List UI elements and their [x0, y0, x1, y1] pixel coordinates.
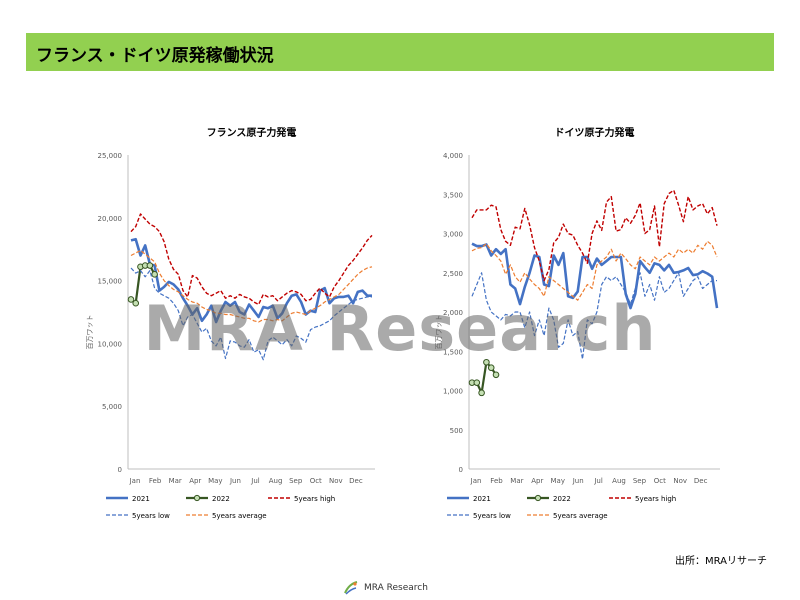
mra-logo-icon [344, 581, 358, 595]
source-note: 出所：MRAリサーチ [674, 556, 767, 567]
x-tick-label: Aug [612, 477, 626, 485]
y-tick-label: 2,000 [443, 309, 463, 317]
y-tick-label: 25,000 [98, 152, 123, 160]
legend-label: 5years high [294, 495, 335, 503]
legend-label: 5years low [473, 512, 511, 520]
series-line-5years-high [130, 213, 373, 306]
legend-label: 2022 [553, 495, 571, 503]
series-line-5years-low [130, 267, 372, 361]
x-tick-label: Oct [310, 477, 322, 485]
x-tick-label: Jan [129, 477, 141, 485]
legend-marker [193, 494, 201, 502]
x-tick-label: Jul [593, 477, 603, 485]
y-tick-label: 2,500 [443, 270, 463, 278]
x-tick-label: Feb [149, 477, 162, 485]
legend-label: 5years low [132, 512, 170, 520]
series-point-2022 [151, 271, 158, 278]
x-tick-label: Apr [189, 477, 201, 485]
page-title: フランス・ドイツ原発稼働状況 [36, 46, 274, 66]
series-line-2021 [471, 242, 719, 310]
x-tick-label: Dec [694, 477, 708, 485]
y-tick-label: 10,000 [98, 340, 123, 348]
x-tick-label: Mar [169, 477, 182, 485]
logo-text: MRA Research [364, 583, 428, 593]
chart-2: ドイツ原子力発電 0 500 1,000 1,500 2,000 2,500 3,000 3,5… [435, 126, 720, 520]
legend-label: 2021 [473, 495, 491, 503]
series-line-5years-high [471, 189, 718, 282]
y-tick-label: 3,000 [443, 231, 463, 239]
y-tick-label: 1,000 [443, 388, 463, 396]
x-tick-label: Sep [289, 477, 303, 485]
x-tick-label: Dec [349, 477, 363, 485]
series-point-2022 [483, 358, 490, 366]
footer-logo: MRA Research [343, 578, 428, 598]
legend-label: 2021 [132, 495, 150, 503]
y-tick-label: 4,000 [443, 152, 463, 160]
y-tick-label: 5,000 [102, 403, 122, 411]
x-tick-label: Jan [470, 477, 482, 485]
legend-label: 2022 [212, 495, 230, 503]
x-tick-label: Jul [250, 477, 260, 485]
legend-label: 5years average [553, 512, 608, 520]
series-point-2022 [127, 296, 135, 303]
x-tick-label: Jun [572, 477, 584, 485]
series-point-2022 [492, 371, 500, 379]
series-line-5years-low [471, 272, 717, 360]
header-bar: フランス・ドイツ原発稼働状況 [26, 33, 774, 71]
series-line-2021 [130, 237, 372, 324]
y-axis-label: 百万ワット [86, 315, 94, 350]
x-tick-label: Nov [329, 477, 343, 485]
series-line-5years-average [130, 249, 373, 323]
x-tick-label: Aug [269, 477, 283, 485]
y-tick-label: 500 [450, 427, 463, 435]
series-point-2022 [478, 389, 485, 397]
legend-label: 5years high [635, 495, 676, 503]
chart-1: フランス原子力発電 0 5,000 10,000 15,000 20,000 25,000 百… [86, 126, 375, 520]
x-tick-label: Feb [490, 477, 503, 485]
chart-title: フランス原子力発電 [207, 126, 297, 139]
legend-label: 5years average [212, 512, 267, 520]
y-axis-label: 百万ワット [435, 315, 443, 350]
x-tick-label: Jun [229, 477, 241, 485]
x-tick-label: May [551, 477, 565, 485]
y-tick-label: 3,500 [443, 191, 463, 199]
x-tick-label: May [208, 477, 222, 485]
series-point-2022 [487, 364, 495, 372]
x-tick-label: Oct [654, 477, 666, 485]
series-point-2022 [146, 262, 154, 269]
y-tick-label: 15,000 [98, 278, 123, 286]
x-tick-label: Apr [531, 477, 543, 485]
x-tick-label: Sep [633, 477, 647, 485]
series-point-2022 [473, 379, 481, 386]
series-point-2022 [132, 299, 140, 307]
series-line-2022 [130, 264, 156, 305]
chart-title: ドイツ原子力発電 [555, 126, 635, 139]
y-tick-label: 20,000 [98, 215, 123, 223]
y-tick-label: 0 [459, 466, 463, 474]
x-tick-label: Mar [510, 477, 523, 485]
legend-marker [534, 494, 542, 502]
series-line-5years-average [471, 240, 718, 301]
y-tick-label: 0 [118, 466, 122, 474]
x-tick-label: Nov [673, 477, 687, 485]
y-tick-label: 1,500 [443, 348, 463, 356]
